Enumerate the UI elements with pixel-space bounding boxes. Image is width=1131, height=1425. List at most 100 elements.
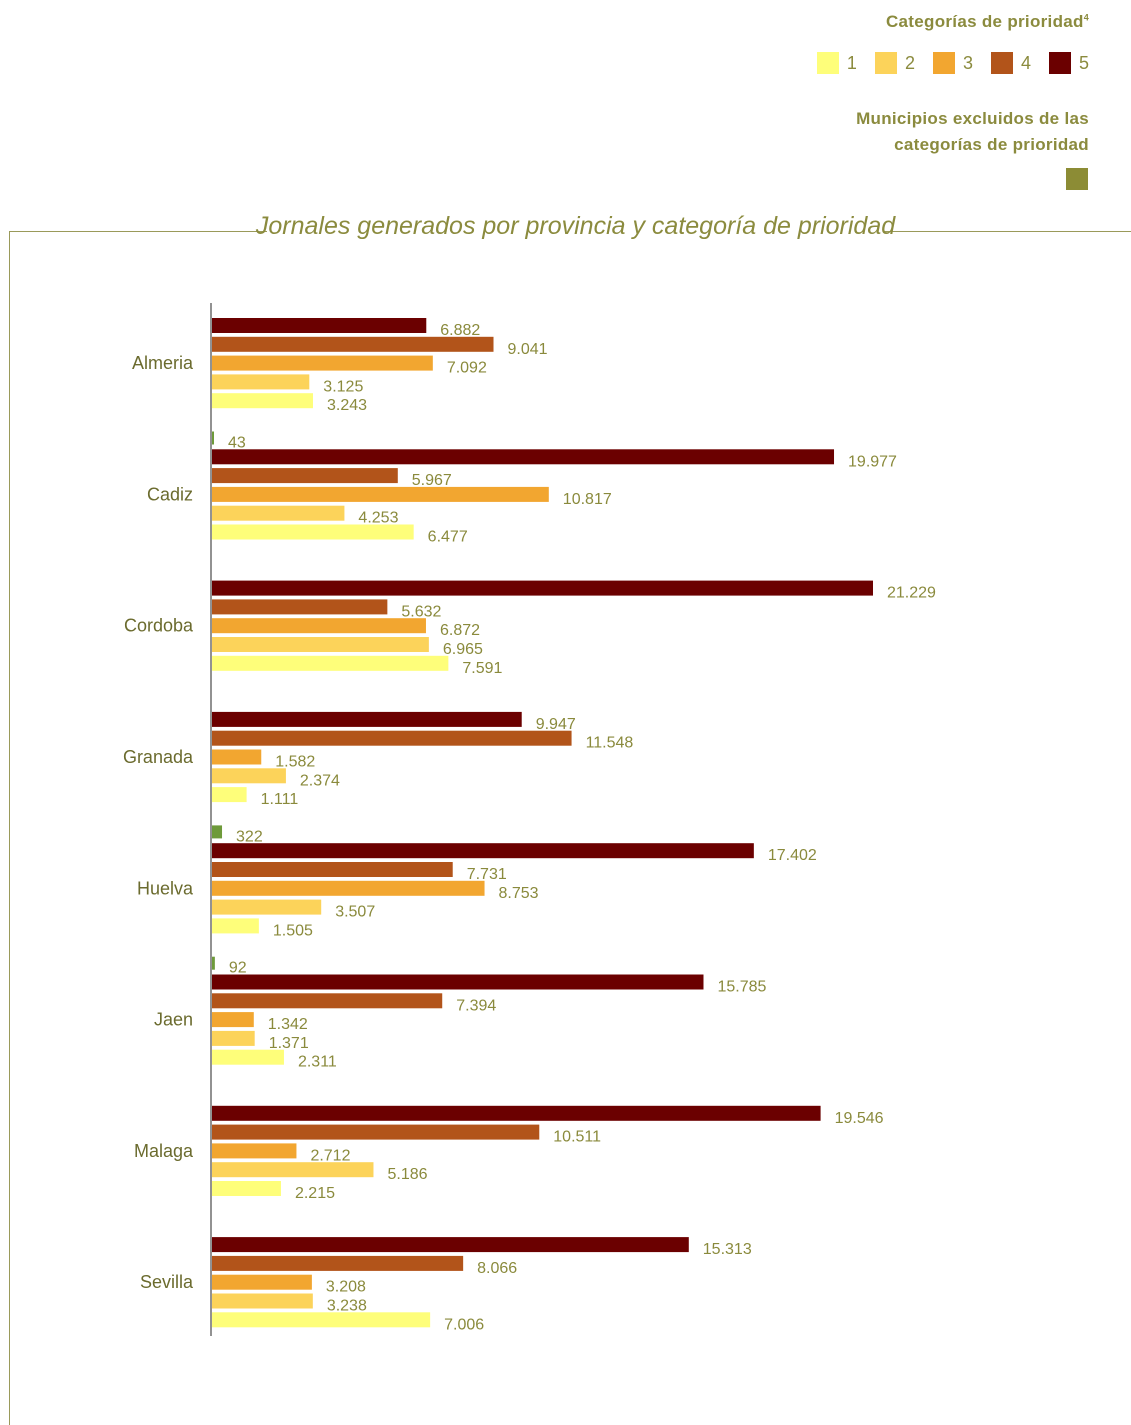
frame-line-top-left	[9, 231, 267, 232]
data-label-almeria-series-4: 9.041	[508, 341, 548, 358]
bar-huelva-series-3	[212, 880, 485, 896]
data-label-almeria-series-3: 7.092	[447, 360, 487, 377]
bar-granada-series-2	[212, 768, 286, 784]
data-label-granada-series-3: 1.582	[275, 754, 315, 771]
data-label-sevilla-series-4: 8.066	[477, 1260, 517, 1277]
data-label-almeria-series-1: 3.243	[327, 397, 367, 414]
category-label-almeria: Almeria	[132, 353, 194, 373]
legend-title-footnote: 4	[1083, 12, 1089, 23]
bar-huelva-series-5	[212, 843, 754, 859]
bar-almeria-series-3	[212, 355, 433, 371]
bar-cadiz-series-4	[212, 468, 398, 484]
category-label-granada: Granada	[123, 747, 194, 767]
legend-item-4: 4	[990, 52, 1031, 74]
data-label-cordoba-series-2: 6.965	[443, 641, 483, 658]
legend-swatch-5	[1048, 52, 1071, 74]
bar-granada-series-5	[212, 711, 522, 727]
bar-sevilla-series-5	[212, 1237, 689, 1253]
legend-swatch-4	[990, 52, 1013, 74]
data-label-huelva-series-4: 7.731	[467, 866, 507, 883]
bar-sevilla-series-2	[212, 1293, 313, 1309]
data-label-cadiz-series-2: 4.253	[358, 510, 398, 527]
bar-jaen-series-excluidos	[212, 956, 215, 970]
data-label-cadiz-series-4: 5.967	[412, 472, 452, 489]
bar-almeria-series-4	[212, 336, 494, 352]
excluded-legend-title: Municipios excluidos de las categorías d…	[769, 106, 1089, 158]
bar-almeria-series-1	[212, 393, 313, 409]
data-label-cordoba-series-4: 5.632	[401, 603, 441, 620]
data-label-malaga-series-2: 5.186	[387, 1166, 427, 1183]
bar-sevilla-series-4	[212, 1255, 464, 1271]
data-label-huelva-series-excluidos: 322	[236, 828, 263, 845]
data-label-malaga-series-5: 19.546	[835, 1110, 884, 1127]
data-label-huelva-series-2: 3.507	[335, 904, 375, 921]
bar-huelva-series-excluidos	[212, 825, 223, 839]
bar-cordoba-series-2	[212, 637, 429, 652]
bar-jaen-series-2	[212, 1030, 255, 1046]
data-label-almeria-series-2: 3.125	[323, 378, 363, 395]
data-label-sevilla-series-1: 7.006	[444, 1316, 484, 1333]
bar-jaen-series-3	[212, 1012, 254, 1028]
bar-malaga-series-5	[212, 1105, 821, 1121]
data-label-malaga-series-4: 10.511	[553, 1129, 601, 1146]
frame-line-left	[9, 231, 10, 1425]
chart-title: Jornales generados por provincia y categ…	[255, 212, 896, 240]
data-label-cordoba-series-1: 7.591	[462, 660, 502, 677]
data-label-huelva-series-1: 1.505	[273, 922, 313, 939]
bar-malaga-series-2	[212, 1162, 374, 1178]
bar-cordoba-series-3	[212, 618, 426, 634]
data-label-jaen-series-4: 7.394	[456, 997, 496, 1014]
bar-sevilla-series-3	[212, 1274, 312, 1290]
bar-cordoba-series-4	[212, 599, 388, 615]
bar-malaga-series-1	[212, 1181, 281, 1196]
data-label-granada-series-2: 2.374	[300, 772, 340, 789]
data-label-malaga-series-1: 2.215	[295, 1185, 335, 1202]
category-label-jaen: Jaen	[154, 1010, 193, 1030]
legend-swatch-2	[874, 52, 897, 74]
category-label-huelva: Huelva	[137, 878, 194, 898]
legend-item-3: 3	[932, 52, 973, 74]
frame-line-top-right	[884, 231, 1131, 232]
data-label-cordoba-series-3: 6.872	[440, 622, 480, 639]
bar-huelva-series-2	[212, 899, 322, 915]
data-label-granada-series-1: 1.111	[261, 791, 299, 808]
legend-title: Categorías de prioridad4	[886, 12, 1089, 32]
data-label-huelva-series-3: 8.753	[499, 885, 539, 902]
bar-cadiz-series-excluidos	[212, 431, 214, 445]
data-label-cordoba-series-5: 21.229	[887, 585, 936, 602]
category-label-cadiz: Cadiz	[147, 484, 193, 504]
data-label-jaen-series-2: 1.371	[269, 1035, 309, 1052]
bar-jaen-series-4	[212, 993, 443, 1009]
bar-huelva-series-1	[212, 918, 259, 934]
data-label-jaen-series-excluidos: 92	[229, 960, 247, 977]
excluded-title-line1: Municipios excluidos de las	[856, 109, 1089, 128]
legend-item-5: 5	[1048, 52, 1089, 74]
legend-swatch-1	[816, 52, 839, 74]
data-label-granada-series-5: 9.947	[536, 716, 576, 733]
data-label-sevilla-series-2: 3.238	[327, 1298, 367, 1315]
bar-jaen-series-5	[212, 974, 704, 990]
legend-item-1: 1	[816, 52, 857, 74]
legend-label-4: 4	[1020, 52, 1031, 73]
excluded-title-line2: categorías de prioridad	[894, 135, 1089, 154]
data-label-cadiz-series-excluidos: 43	[228, 435, 246, 452]
data-label-cadiz-series-3: 10.817	[563, 491, 612, 508]
legend-label-5: 5	[1078, 52, 1089, 73]
bar-cordoba-series-5	[212, 580, 873, 596]
legend-swatch-3	[932, 52, 955, 74]
bar-cadiz-series-5	[212, 449, 835, 465]
category-label-malaga: Malaga	[134, 1141, 194, 1161]
data-label-sevilla-series-5: 15.313	[703, 1241, 752, 1258]
bar-malaga-series-3	[212, 1143, 297, 1159]
bar-almeria-series-2	[212, 374, 310, 390]
data-label-cadiz-series-5: 19.977	[848, 453, 897, 470]
data-label-jaen-series-1: 2.311	[298, 1054, 337, 1071]
legend: 1 2 3 4 5	[799, 52, 1089, 74]
bar-cadiz-series-2	[212, 505, 345, 521]
bar-cadiz-series-1	[212, 524, 414, 540]
bar-granada-series-1	[212, 787, 247, 803]
data-label-almeria-series-5: 6.882	[440, 322, 480, 339]
bar-granada-series-3	[212, 749, 262, 765]
category-label-sevilla: Sevilla	[140, 1272, 194, 1292]
